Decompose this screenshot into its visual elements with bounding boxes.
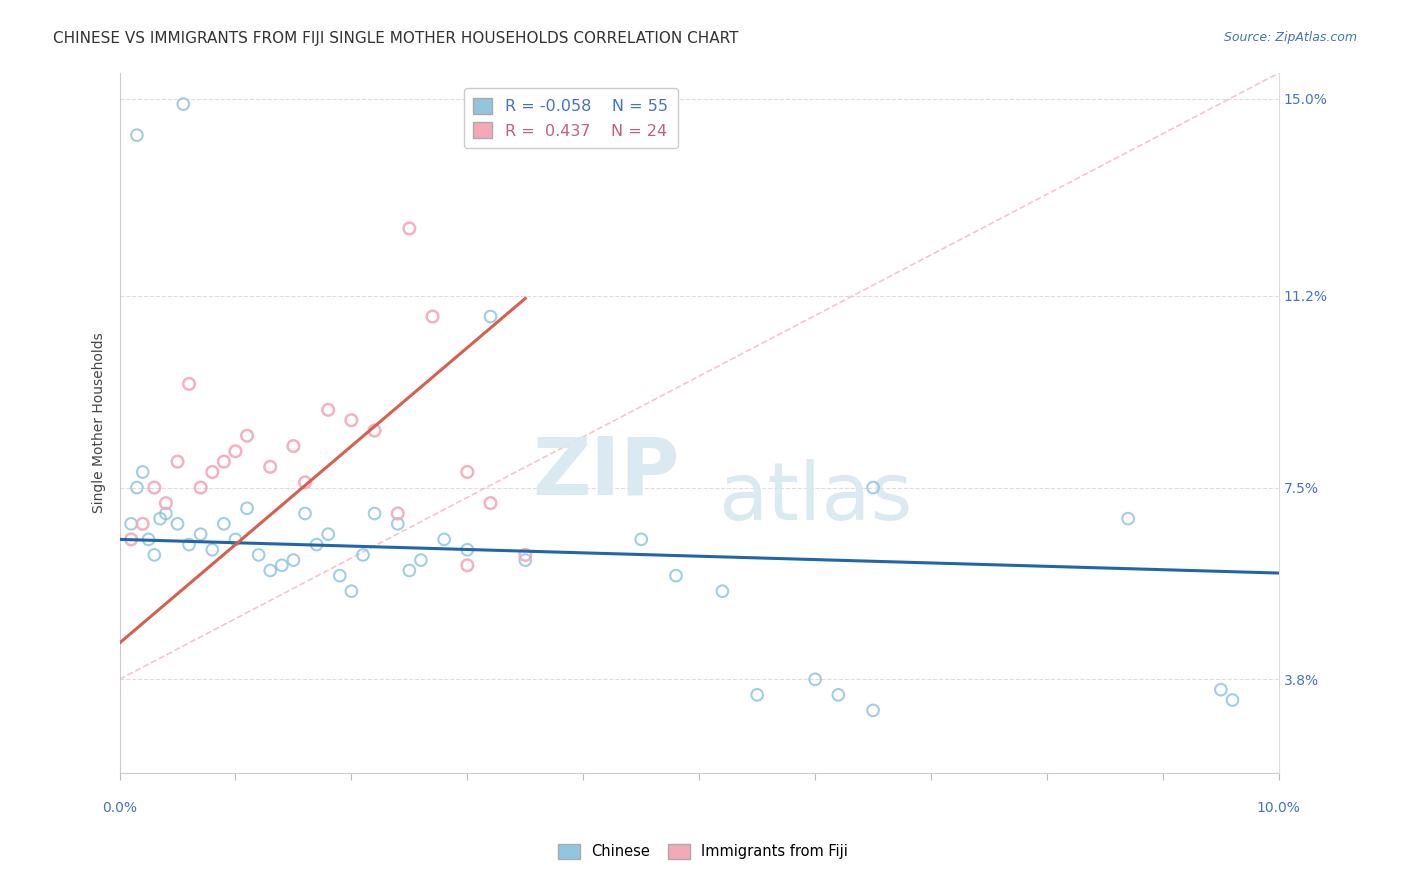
Point	[212, 455, 235, 469]
Point	[166, 516, 188, 531]
Point	[1222, 693, 1244, 707]
Point	[259, 564, 281, 578]
Point	[862, 703, 884, 717]
Point	[398, 564, 420, 578]
Point	[190, 481, 212, 495]
Point	[190, 527, 212, 541]
Point	[120, 516, 142, 531]
Text: atlas: atlas	[718, 458, 912, 537]
Point	[132, 516, 155, 531]
Point	[456, 542, 478, 557]
Point	[456, 558, 478, 573]
Point	[352, 548, 374, 562]
Point	[665, 568, 688, 582]
Point	[862, 481, 884, 495]
Point	[340, 584, 363, 599]
Point	[630, 533, 652, 547]
Point	[155, 507, 177, 521]
Text: 10.0%: 10.0%	[1257, 801, 1301, 815]
Point	[212, 516, 235, 531]
Point	[305, 537, 328, 551]
Point	[236, 428, 259, 442]
Text: 0.0%: 0.0%	[103, 801, 136, 815]
Point	[138, 533, 160, 547]
Point	[515, 548, 537, 562]
Point	[120, 533, 142, 547]
Legend: Chinese, Immigrants from Fiji: Chinese, Immigrants from Fiji	[553, 838, 853, 865]
Point	[479, 310, 502, 324]
Point	[515, 553, 537, 567]
Point	[143, 481, 166, 495]
Point	[149, 511, 172, 525]
Point	[479, 496, 502, 510]
Legend: R = -0.058    N = 55, R =  0.437    N = 24: R = -0.058 N = 55, R = 0.437 N = 24	[464, 88, 678, 148]
Point	[804, 673, 827, 687]
Point	[340, 413, 363, 427]
Point	[143, 548, 166, 562]
Point	[329, 568, 352, 582]
Y-axis label: Single Mother Households: Single Mother Households	[93, 333, 107, 513]
Text: CHINESE VS IMMIGRANTS FROM FIJI SINGLE MOTHER HOUSEHOLDS CORRELATION CHART: CHINESE VS IMMIGRANTS FROM FIJI SINGLE M…	[53, 31, 740, 46]
Point	[398, 221, 420, 235]
Point	[247, 548, 270, 562]
Point	[155, 496, 177, 510]
Point	[433, 533, 456, 547]
Point	[294, 475, 316, 490]
Point	[125, 128, 148, 143]
Point	[259, 459, 281, 474]
Point	[363, 424, 385, 438]
Point	[201, 542, 224, 557]
Point	[283, 439, 305, 453]
Point	[316, 402, 339, 417]
Point	[177, 376, 200, 391]
Point	[387, 516, 409, 531]
Point	[1209, 682, 1232, 697]
Point	[316, 527, 339, 541]
Point	[747, 688, 769, 702]
Point	[294, 507, 316, 521]
Point	[236, 501, 259, 516]
Point	[125, 481, 148, 495]
Point	[283, 553, 305, 567]
Point	[224, 533, 246, 547]
Point	[1116, 511, 1139, 525]
Point	[132, 465, 155, 479]
Text: ZIP: ZIP	[533, 433, 681, 511]
Point	[172, 97, 194, 112]
Point	[224, 444, 246, 458]
Point	[387, 507, 409, 521]
Text: Source: ZipAtlas.com: Source: ZipAtlas.com	[1223, 31, 1357, 45]
Point	[711, 584, 734, 599]
Point	[270, 558, 292, 573]
Point	[409, 553, 432, 567]
Point	[827, 688, 849, 702]
Point	[456, 465, 478, 479]
Point	[201, 465, 224, 479]
Point	[422, 310, 444, 324]
Point	[166, 455, 188, 469]
Point	[177, 537, 200, 551]
Point	[363, 507, 385, 521]
